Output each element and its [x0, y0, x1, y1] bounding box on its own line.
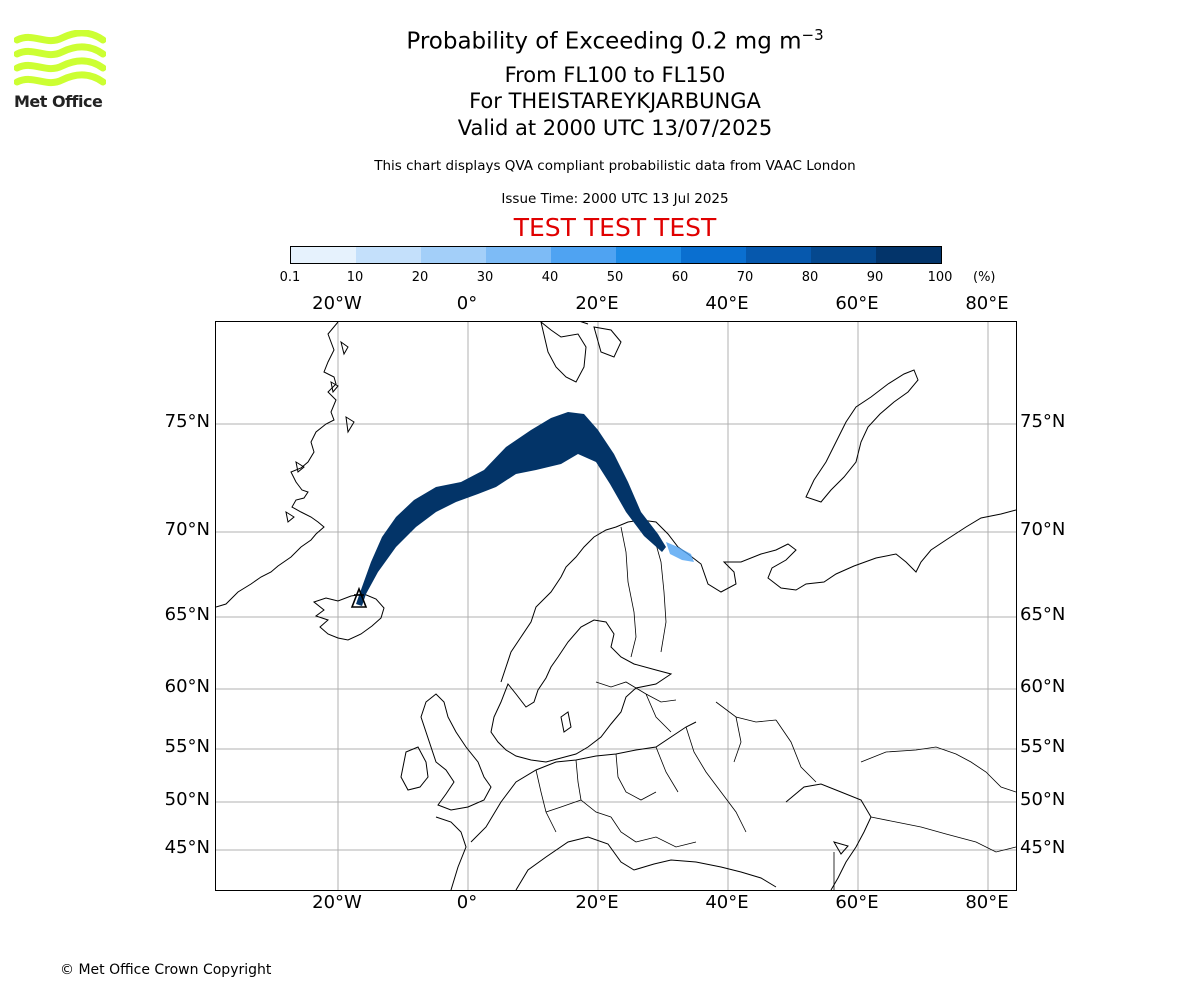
colorbar-tick-label: 90 — [866, 270, 884, 285]
probability-colorbar — [290, 246, 942, 264]
colorbar-tick-label: 60 — [671, 270, 689, 285]
test-banner: TEST TEST TEST — [513, 213, 717, 242]
lon-label-bottom: 20°W — [312, 892, 362, 913]
lon-label-top: 40°E — [705, 293, 749, 314]
map-panel — [215, 321, 1017, 891]
colorbar-segment-3 — [486, 247, 551, 263]
lat-label-left: 65°N — [164, 604, 210, 625]
great-britain-coast — [420, 693, 492, 811]
lat-label-right: 55°N — [1020, 736, 1066, 757]
central-asia-borders — [833, 746, 1016, 890]
lat-label-left: 60°N — [164, 676, 210, 697]
novaya-zemlya-coast — [805, 369, 919, 503]
lat-label-left: 45°N — [164, 837, 210, 858]
colorbar-tick-label: 70 — [736, 270, 754, 285]
colorbar-tick-label: 100 — [927, 270, 953, 285]
colorbar-unit: (%) — [973, 270, 996, 285]
europe-coast — [435, 721, 777, 890]
lon-label-top: 0° — [456, 293, 478, 314]
lat-label-right: 75°N — [1020, 411, 1066, 432]
colorbar-tick-label: 20 — [411, 270, 429, 285]
volcano-icon — [350, 586, 368, 608]
iceland-coast — [312, 593, 385, 641]
colorbar-segment-6 — [681, 247, 746, 263]
volcano-name: For THEISTAREYKJARBUNGA — [469, 89, 761, 113]
colorbar-tick-label: 30 — [476, 270, 494, 285]
chart-title: Probability of Exceeding 0.2 mg m−3 — [406, 26, 824, 55]
ireland-coast — [400, 746, 429, 791]
scandinavia-coast — [500, 509, 1016, 683]
colorbar-segment-2 — [421, 247, 486, 263]
logo-wave-3 — [14, 57, 106, 73]
map-svg — [216, 322, 1016, 890]
greenland-coast — [216, 322, 339, 608]
lat-label-right: 65°N — [1020, 604, 1066, 625]
europe-borders — [535, 681, 817, 848]
colorbar-tick-label: 50 — [606, 270, 624, 285]
lon-label-bottom: 40°E — [705, 892, 749, 913]
flight-level-range: From FL100 to FL150 — [504, 63, 726, 87]
lon-label-bottom: 80°E — [965, 892, 1009, 913]
colorbar-tick-label: 10 — [346, 270, 364, 285]
colorbar-tick-label: 80 — [801, 270, 819, 285]
lat-label-left: 75°N — [164, 411, 210, 432]
valid-time: Valid at 2000 UTC 13/07/2025 — [457, 116, 773, 140]
baltic-coast — [490, 619, 673, 763]
lat-label-left: 55°N — [164, 736, 210, 757]
colorbar-tick-label: 40 — [541, 270, 559, 285]
lon-label-top: 60°E — [835, 293, 879, 314]
logo-wave-1 — [14, 30, 106, 45]
colorbar-tick-label: 0.1 — [279, 270, 301, 285]
colorbar-segment-0 — [291, 247, 356, 263]
lon-label-top: 20°E — [575, 293, 619, 314]
greenland-islands — [285, 340, 355, 523]
ash-plume-fringe — [666, 542, 694, 562]
lon-label-bottom: 60°E — [835, 892, 879, 913]
lon-label-top: 20°W — [312, 293, 362, 314]
logo-wave-2 — [14, 43, 106, 59]
met-office-logo-text: Met Office — [14, 92, 103, 111]
graticule — [216, 322, 1016, 890]
gotland-island — [560, 711, 572, 733]
lon-label-bottom: 20°E — [575, 892, 619, 913]
lon-label-top: 80°E — [965, 293, 1009, 314]
lat-label-right: 50°N — [1020, 789, 1066, 810]
lat-label-right: 60°N — [1020, 676, 1066, 697]
copyright-notice: © Met Office Crown Copyright — [60, 962, 272, 978]
colorbar-segment-7 — [746, 247, 811, 263]
lat-label-left: 50°N — [164, 789, 210, 810]
colorbar-segment-4 — [551, 247, 616, 263]
lat-label-right: 45°N — [1020, 837, 1066, 858]
colorbar-segment-8 — [811, 247, 876, 263]
colorbar-segment-1 — [356, 247, 421, 263]
met-office-logo — [14, 30, 106, 87]
ash-plume — [356, 412, 666, 606]
qva-note: This chart displays QVA compliant probab… — [374, 158, 856, 174]
lat-label-right: 70°N — [1020, 519, 1066, 540]
colorbar-segment-9 — [876, 247, 941, 263]
issue-time: Issue Time: 2000 UTC 13 Jul 2025 — [501, 191, 729, 207]
logo-wave-4 — [14, 71, 106, 87]
lat-label-left: 70°N — [164, 519, 210, 540]
lon-label-bottom: 0° — [456, 892, 478, 913]
colorbar-segment-5 — [616, 247, 681, 263]
svalbard-coast — [540, 322, 622, 383]
